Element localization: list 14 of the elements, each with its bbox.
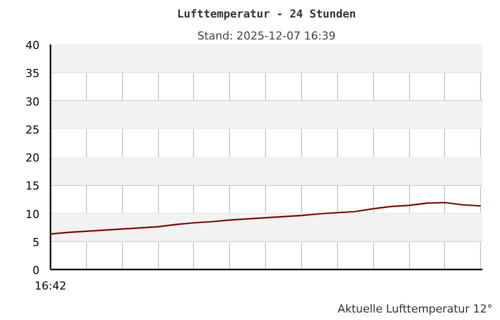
y-tick-label: 25 — [26, 123, 40, 136]
y-tick-label: 40 — [26, 39, 40, 52]
chart-subtitle: Stand: 2025-12-07 16:39 — [197, 30, 336, 42]
y-tick-label: 15 — [26, 180, 40, 193]
text: Aktuelle Lufttemperatur 12° — [338, 302, 493, 316]
y-tick-label: 10 — [26, 208, 40, 221]
y-tick-label: 20 — [26, 152, 40, 164]
x-tick-label: 16:42 — [34, 280, 66, 292]
y-tick-label: 35 — [26, 67, 40, 80]
chart-title: Lufttemperatur - 24 Stunden — [177, 8, 356, 20]
y-tick-label: 30 — [26, 95, 40, 108]
line-series — [50, 202, 482, 235]
y-tick-label: 5 — [32, 236, 40, 249]
y-tick-label: 0 — [32, 264, 40, 277]
